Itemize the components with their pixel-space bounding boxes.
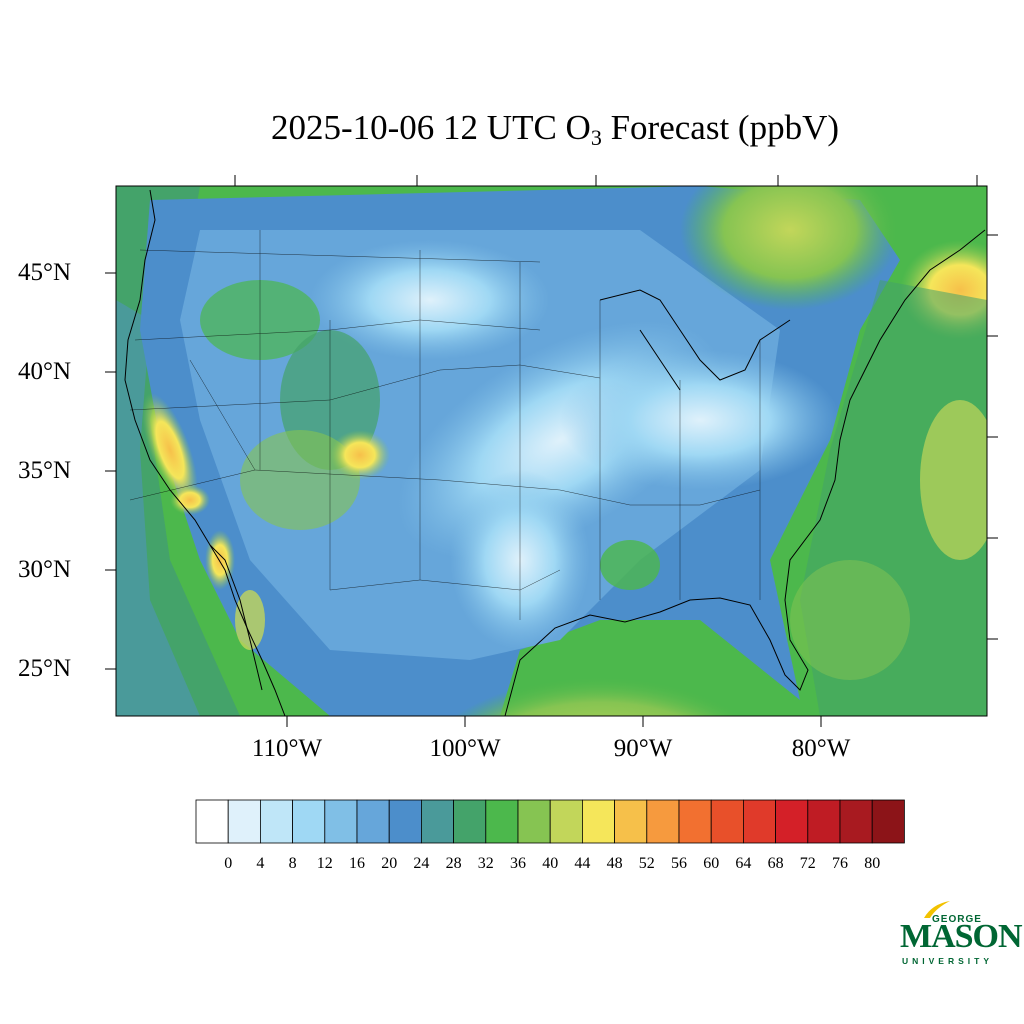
gmu-logo: GEORGE MASON UNIVERSITY: [898, 900, 1023, 970]
state-borders: [129, 230, 761, 620]
colorbar-box: [453, 799, 487, 844]
colorbar-tick-label: 68: [767, 855, 784, 872]
colorbar-tick-label: 48: [606, 855, 623, 872]
colorbar-tick-label: 52: [638, 855, 655, 872]
colorbar-box: [646, 799, 680, 844]
colorbar-tick-label: 36: [510, 855, 526, 872]
colorbar-tick-label: 64: [735, 855, 752, 872]
colorbar: [195, 799, 905, 844]
colorbar-tick-label: 56: [671, 855, 687, 872]
colorbar-tick-label: 28: [445, 855, 462, 872]
lon-label-80: 80°W: [791, 735, 851, 762]
colorbar-box: [582, 799, 616, 844]
lat-label-35: 35°N: [18, 457, 72, 484]
lon-label-110: 110°W: [251, 735, 323, 762]
lat-label-40: 40°N: [18, 358, 72, 385]
colorbar-tick-label: 20: [381, 855, 398, 872]
colorbar-tick-label: 16: [349, 855, 365, 872]
ozone-field: [116, 186, 987, 716]
colorbar-box: [388, 799, 422, 844]
colorbar-tick-label: 32: [477, 855, 494, 872]
logo-line-university: UNIVERSITY: [902, 956, 994, 966]
logo-line-george: GEORGE: [932, 914, 982, 925]
colorbar-box: [807, 799, 841, 844]
colorbar-box: [259, 799, 293, 844]
colorbar-box: [356, 799, 390, 844]
map-title: 2025-10-06 12 UTC O3 Forecast (ppbV): [271, 108, 839, 150]
colorbar-tick-label: 0: [224, 855, 233, 872]
colorbar-box: [743, 799, 777, 844]
colorbar-tick-label: 40: [542, 855, 559, 872]
colorbar-box: [614, 799, 648, 844]
lon-label-90: 90°W: [613, 735, 673, 762]
lon-label-100: 100°W: [429, 735, 501, 762]
colorbar-tick-label: 80: [864, 855, 881, 872]
colorbar-tick-label: 4: [256, 855, 265, 872]
colorbar-box: [292, 799, 326, 844]
colorbar-tick-label: 12: [316, 855, 333, 872]
lat-label-25: 25°N: [18, 655, 72, 682]
coastlines: [124, 189, 986, 716]
colorbar-tick-label: 8: [288, 855, 297, 872]
colorbar-box: [324, 799, 358, 844]
axis-ticks: [105, 175, 998, 727]
colorbar-box: [195, 799, 229, 844]
lat-label-45: 45°N: [18, 259, 72, 286]
colorbar-box: [710, 799, 744, 844]
colorbar-box: [420, 799, 454, 844]
swoosh-icon: [924, 901, 950, 918]
logo-line-mason: MASON: [900, 918, 1023, 955]
lat-label-30: 30°N: [18, 556, 72, 583]
colorbar-tick-label: 60: [703, 855, 720, 872]
colorbar-box: [678, 799, 712, 844]
colorbar-tick-label: 72: [799, 855, 816, 872]
colorbar-box: [227, 799, 261, 844]
colorbar-tick-label: 76: [832, 855, 848, 872]
colorbar-box: [871, 799, 905, 844]
colorbar-box: [839, 799, 873, 844]
colorbar-tick-label: 24: [413, 855, 430, 872]
colorbar-tick-label: 44: [574, 855, 591, 872]
colorbar-box: [517, 799, 551, 844]
colorbar-box: [775, 799, 809, 844]
colorbar-box: [549, 799, 583, 844]
colorbar-box: [485, 799, 519, 844]
map-frame: [115, 185, 988, 717]
